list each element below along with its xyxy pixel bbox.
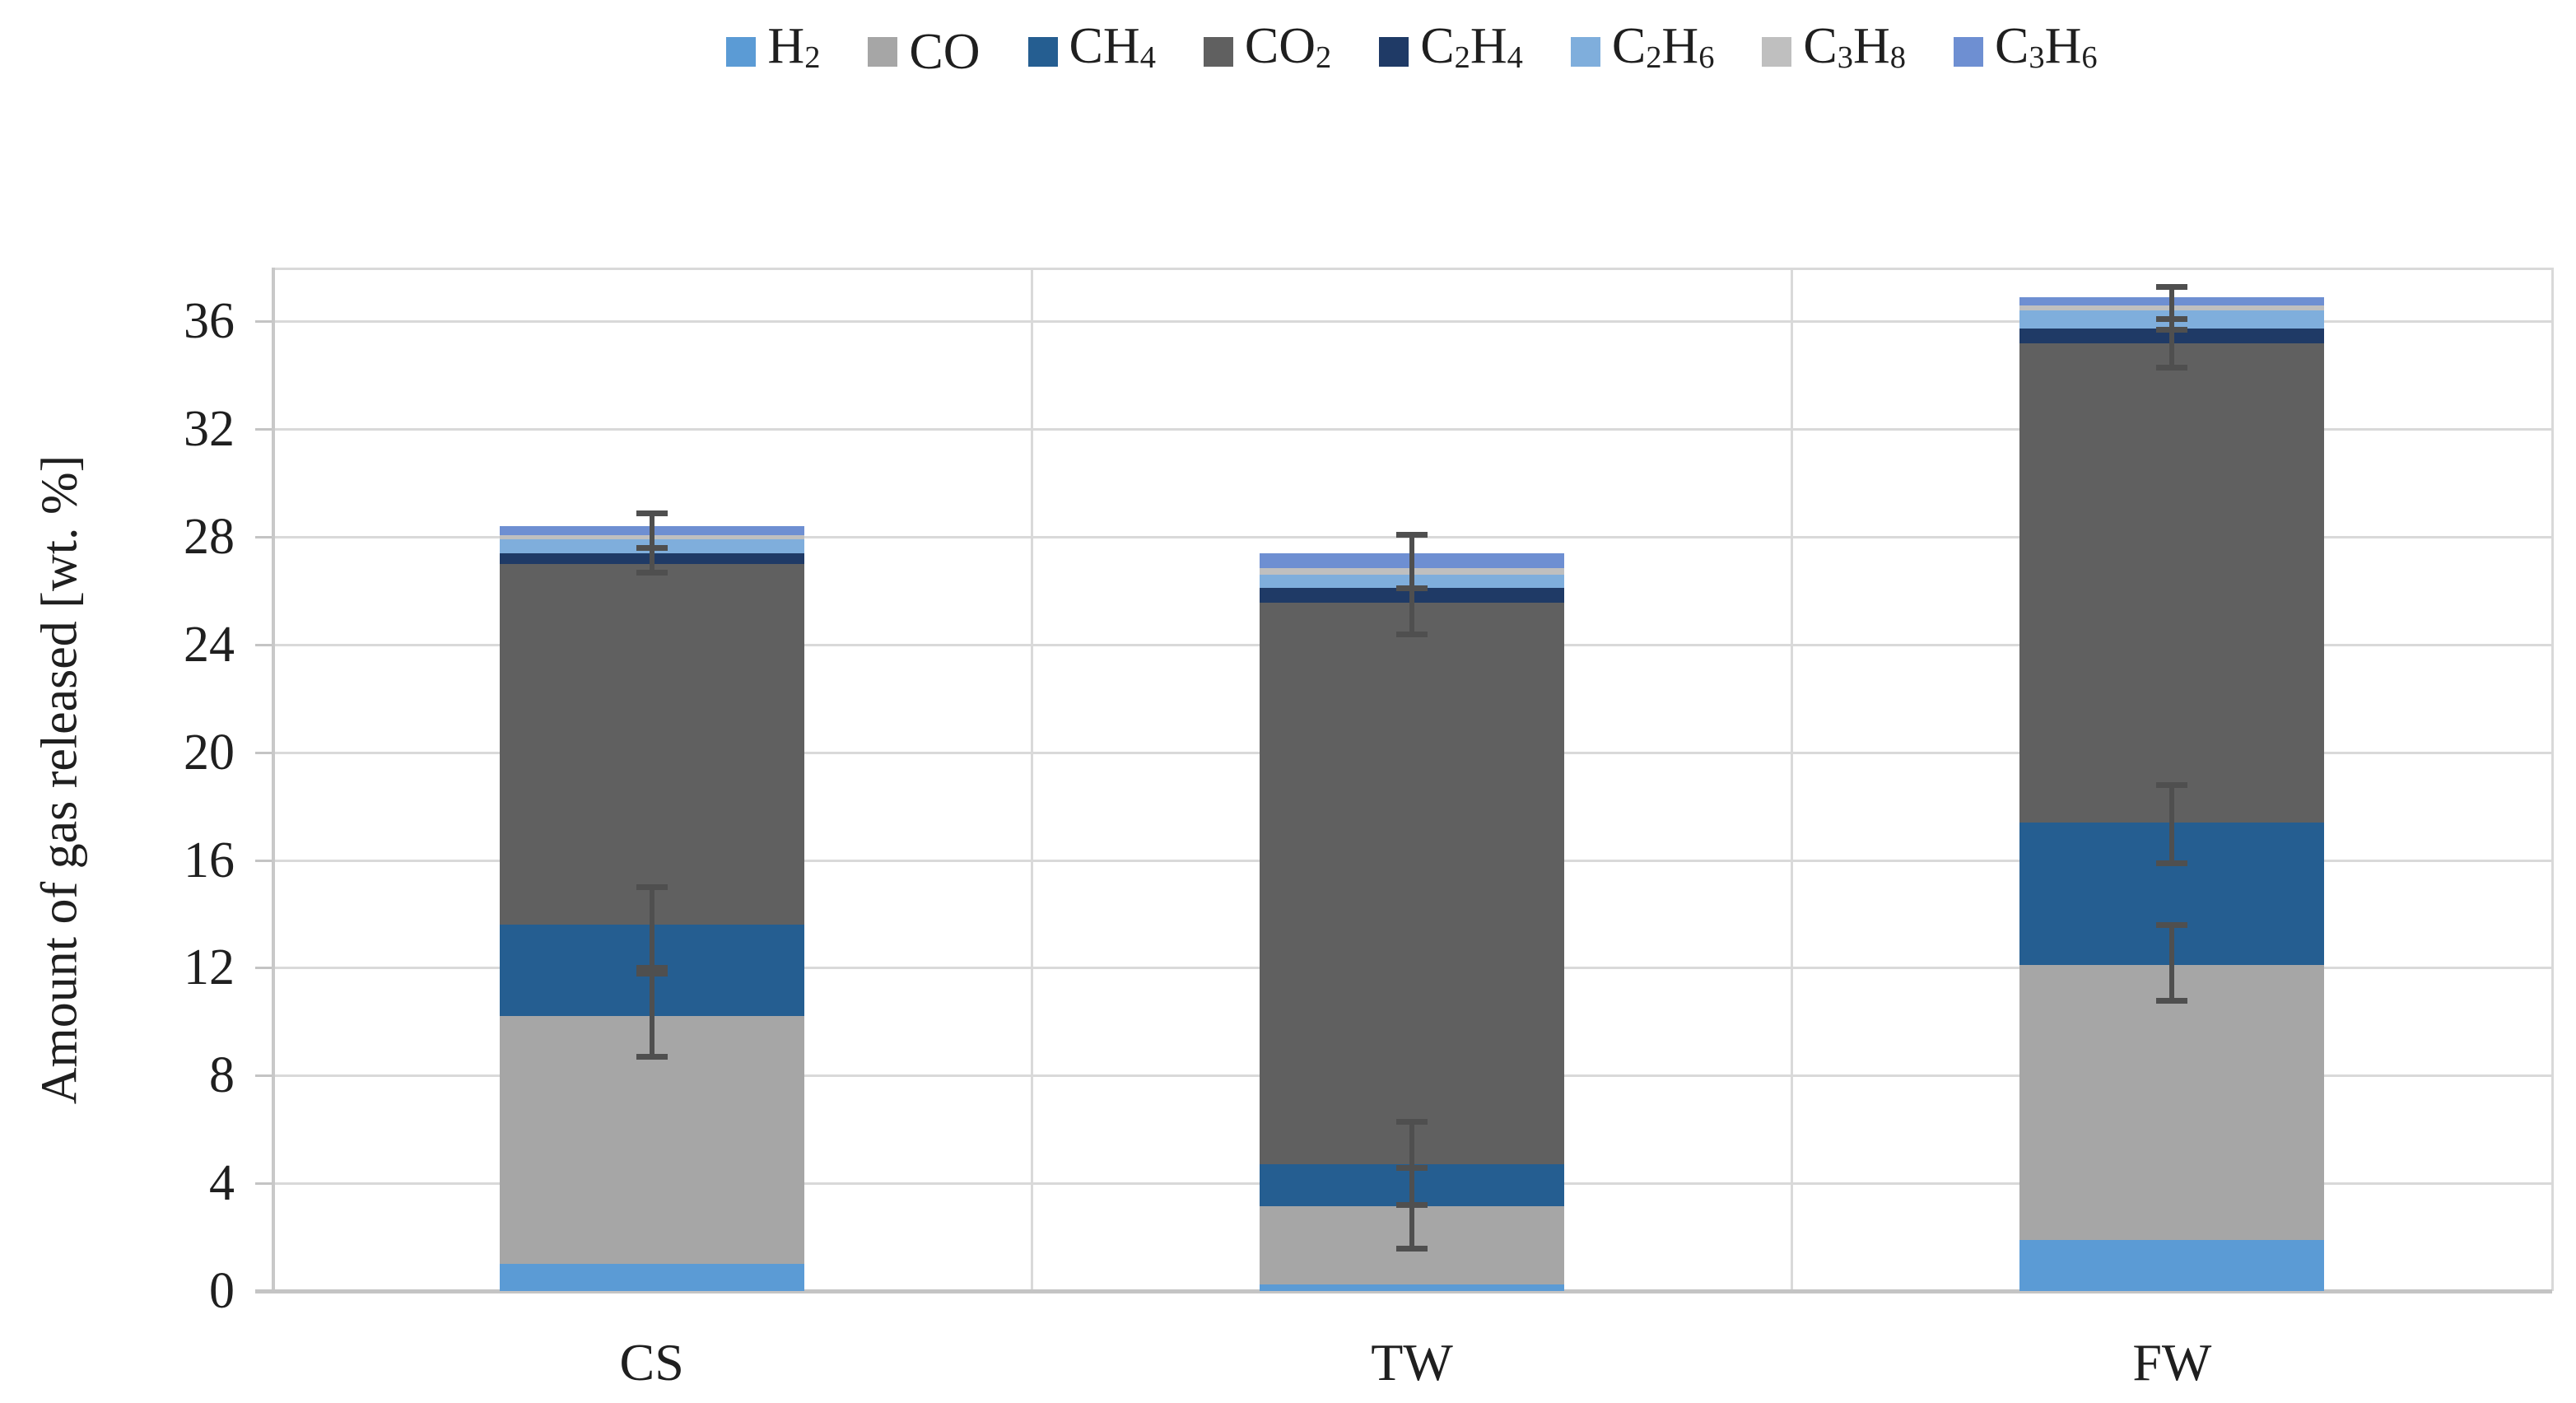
error-bar-cap [1396, 531, 1428, 538]
bar-tw [1260, 268, 1564, 1291]
legend-swatch-co2 [1203, 37, 1233, 67]
y-axis-tick [255, 751, 272, 754]
legend-label: C3H8 [1803, 18, 1906, 75]
gridline-h [272, 320, 2552, 324]
legend-label: C3H6 [1995, 18, 2098, 75]
y-axis-tick [255, 643, 272, 646]
bar-segment-co2 [499, 563, 804, 925]
error-bar-cap [2156, 365, 2188, 371]
bar-segment-co2 [1260, 603, 1564, 1165]
error-bar-cap [1396, 631, 1428, 637]
bar-segment-h2 [1260, 1284, 1564, 1291]
error-bar [1409, 1121, 1414, 1205]
y-tick-label: 0 [209, 1263, 235, 1319]
y-tick-label: 20 [184, 724, 235, 781]
bar-segment-co2 [2019, 343, 2325, 823]
legend-item: C2H4 [1379, 17, 1523, 86]
y-axis-tick [255, 536, 272, 539]
category-separator [1791, 268, 1794, 1291]
gridline-h [272, 428, 2552, 431]
bar-cs [499, 268, 804, 1291]
legend-swatch-co [868, 37, 898, 67]
error-bar [2169, 785, 2175, 863]
error-bar [1409, 588, 1414, 634]
y-tick-label: 8 [209, 1047, 235, 1104]
error-bar-cap [2156, 782, 2188, 789]
y-axis-tick [255, 1182, 272, 1186]
plot-right-border [2550, 268, 2554, 1291]
legend-swatch-ch4 [1027, 37, 1058, 67]
bar-segment-h2 [499, 1264, 804, 1291]
x-category-label: FW [2132, 1333, 2212, 1391]
legend-label: H2 [767, 18, 821, 75]
error-bar-cap [2156, 922, 2188, 929]
legend: H2 CO CH4 CO2 C2H4 C2H6 C3H8 C3H6 [272, 18, 2552, 82]
x-axis-line [255, 1289, 2552, 1293]
category-separator [1030, 268, 1033, 1291]
y-tick-label: 24 [184, 616, 235, 673]
error-bar-cap [1396, 1202, 1428, 1209]
error-bar-cap [636, 545, 668, 552]
y-tick-label: 12 [184, 939, 235, 996]
legend-swatch-h2 [726, 37, 757, 67]
error-bar-cap [1396, 1245, 1428, 1252]
legend-label: CO2 [1244, 18, 1332, 75]
legend-swatch-c2h4 [1379, 37, 1409, 67]
y-tick-label: 32 [184, 401, 235, 458]
error-bar [1409, 534, 1414, 589]
legend-label: C2H4 [1420, 18, 1523, 75]
x-category-label: TW [1371, 1333, 1453, 1391]
error-bar [649, 973, 654, 1057]
error-bar-cap [2156, 860, 2188, 866]
error-bar-cap [2156, 997, 2188, 1004]
y-tick-label: 16 [184, 832, 235, 888]
y-tick-label: 4 [209, 1155, 235, 1212]
error-bar-cap [636, 971, 668, 977]
y-axis-tick [255, 1074, 272, 1078]
y-tick-label: 28 [184, 509, 235, 566]
error-bar-cap [2156, 283, 2188, 290]
error-bar-cap [636, 884, 668, 891]
legend-item: H2 [726, 17, 820, 86]
y-axis-tick [255, 320, 272, 324]
legend-swatch-c2h6 [1570, 37, 1600, 67]
x-category-label: CS [619, 1333, 684, 1391]
legend-swatch-c3h8 [1762, 37, 1792, 67]
error-bar-cap [636, 510, 668, 516]
error-bar [649, 512, 654, 548]
legend-item: C2H6 [1570, 17, 1715, 86]
legend-swatch-c3h6 [1954, 37, 1983, 67]
error-bar-cap [1396, 1118, 1428, 1125]
error-bar [2169, 925, 2175, 1000]
legend-item: C3H8 [1762, 17, 1906, 86]
error-bar-cap [1396, 585, 1428, 592]
bar-fw [2019, 268, 2325, 1291]
error-bar [2169, 319, 2175, 368]
legend-label: CO [909, 24, 981, 80]
error-bar-cap [2156, 327, 2188, 333]
bar-segment-h2 [2019, 1239, 2325, 1291]
y-axis-tick [255, 859, 272, 862]
legend-label: C2H6 [1611, 18, 1715, 75]
error-bar [649, 548, 654, 572]
error-bar-cap [636, 569, 668, 576]
error-bar-cap [636, 1054, 668, 1060]
plot-top-border [272, 268, 2552, 270]
error-bar [649, 887, 654, 968]
legend-label: CH4 [1069, 18, 1156, 75]
legend-item: CO2 [1203, 17, 1332, 86]
legend-item: C3H6 [1954, 17, 2098, 86]
y-axis-tick [255, 967, 272, 970]
y-tick-label: 36 [184, 293, 235, 350]
error-bar-cap [636, 965, 668, 972]
y-axis-line [272, 268, 275, 1291]
plot-area [255, 268, 2554, 1293]
legend-item: CH4 [1027, 17, 1156, 86]
legend-item: CO [868, 23, 981, 81]
bar-segment-co [2019, 965, 2325, 1240]
error-bar [2169, 286, 2175, 330]
y-axis-tick [255, 428, 272, 431]
